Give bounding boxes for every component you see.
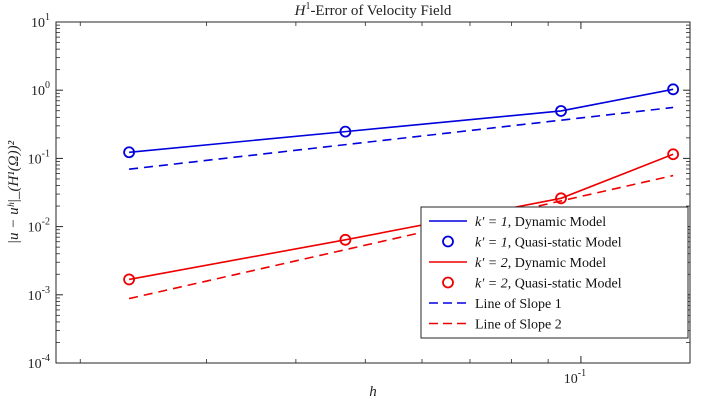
data-point <box>339 233 352 246</box>
data-point <box>667 148 680 161</box>
legend-marker-1 <box>442 235 454 248</box>
data-point <box>123 146 135 159</box>
legend-entry-1: k′ = 1, Quasi-static Model <box>475 236 622 251</box>
y-axis-label: |u − uʰ|_(H¹(Ω))² <box>6 140 22 244</box>
data-point <box>339 125 352 138</box>
y-tick-label: 10-3 <box>28 285 50 304</box>
series-3 <box>123 148 680 286</box>
legend-entry-5: Line of Slope 2 <box>475 318 562 333</box>
legend-entry-4: Line of Slope 1 <box>475 297 562 312</box>
y-tick-label: 10-1 <box>28 148 50 167</box>
legend-marker-3 <box>442 276 454 289</box>
series-4 <box>128 106 674 170</box>
legend-entry-2: k′ = 2, Dynamic Model <box>475 256 606 271</box>
series-5 <box>128 174 674 300</box>
series-line-0 <box>129 88 674 154</box>
series-line-4 <box>128 106 674 170</box>
y-tick-label: 101 <box>31 12 50 31</box>
series-line-5 <box>128 174 674 300</box>
plot-frame <box>55 21 691 364</box>
x-tick-label: 10-1 <box>564 368 586 387</box>
legend-entry-3: k′ = 2, Quasi-static Model <box>475 277 622 292</box>
data-point <box>667 83 680 96</box>
y-tick-label: 10-2 <box>28 217 50 236</box>
labels-layer: 10-4 10-3 10-2 10-1 100 101 10-1 H1-Error of Ve… <box>6 1 586 400</box>
legend: k′ = 1, Dynamic Model k′ = 1, Quasi-stati… <box>420 206 689 339</box>
y-tick-label: 100 <box>31 80 50 99</box>
chart-title: H1-Error of Velocity Field <box>294 1 452 19</box>
data-point <box>555 105 567 117</box>
y-axis-label-group: |u − uʰ|_(H¹(Ω))² <box>6 140 22 244</box>
legend-box <box>420 206 689 339</box>
series-0 <box>129 88 674 154</box>
data-point <box>555 192 567 205</box>
x-axis-label: h <box>369 384 377 400</box>
series-1 <box>123 83 680 159</box>
legend-entry-0: k′ = 1, Dynamic Model <box>475 215 606 230</box>
data-point <box>123 273 135 286</box>
y-tick-label: 10-4 <box>28 353 50 372</box>
